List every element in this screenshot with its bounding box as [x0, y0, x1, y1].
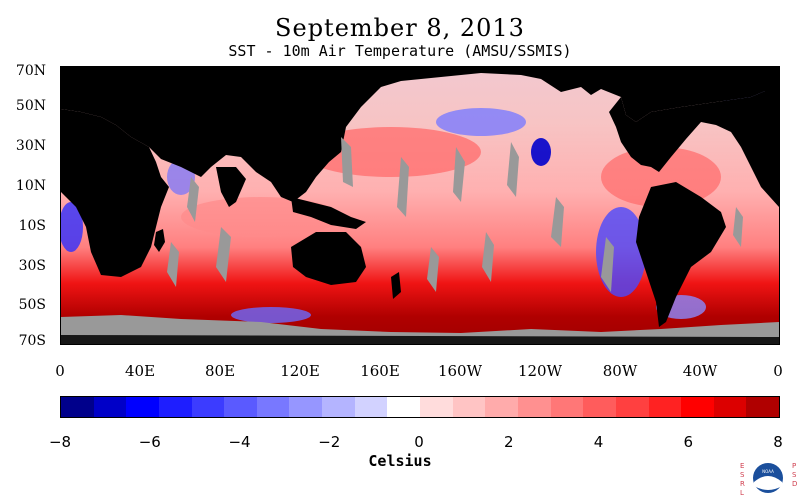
land-africa [61, 109, 169, 277]
colorbar-swatch [387, 397, 421, 417]
colorbar-tick-label: 8 [773, 433, 783, 451]
psd-letter: S [792, 471, 797, 479]
no-data-swath [427, 247, 439, 292]
colorbar-swatch [322, 397, 355, 417]
colorbar-swatch [289, 397, 323, 417]
colorbar-swatch [420, 397, 453, 417]
no-data-swath [601, 237, 614, 292]
no-data-swath [507, 142, 519, 197]
colorbar-swatch [126, 397, 159, 417]
cool-patch [61, 202, 83, 252]
no-data-swath [397, 157, 409, 217]
psd-letter: D [792, 480, 797, 488]
map-graphic [61, 67, 779, 344]
lon-label-160w: 160W [437, 362, 483, 380]
colorbar-swatch [517, 397, 551, 417]
lat-label-10s: 10S [18, 218, 46, 234]
lat-label-30s: 30S [18, 258, 46, 274]
lat-label-10n: 10N [15, 178, 46, 194]
psd-letter: P [792, 462, 796, 470]
colorbar-tick-label: −6 [138, 433, 161, 451]
lon-label-40e: 40E [124, 362, 156, 380]
colorbar-tick-label: −2 [318, 433, 341, 451]
land-greenland [761, 67, 779, 107]
noaa-bird [754, 476, 782, 490]
colorbar-swatch [93, 397, 127, 417]
land-south-america [636, 182, 726, 327]
lat-label-30n: 30N [15, 138, 46, 154]
no-data-swath [187, 177, 199, 222]
cool-patch [596, 207, 646, 297]
colorbar-tick-label: −8 [48, 433, 72, 451]
no-data-swath [216, 227, 231, 282]
lon-label-40w: 40W [682, 362, 718, 380]
colorbar-swatch [615, 397, 649, 417]
noaa-text: NOAA [762, 469, 774, 474]
colorbar-swatch [550, 397, 584, 417]
lon-label-120w: 120W [517, 362, 563, 380]
no-data-swath [733, 207, 743, 247]
colorbar-tick-label: 4 [593, 433, 604, 451]
lon-label-0-end: 0 [773, 362, 783, 380]
colorbar-swatch [158, 397, 192, 417]
no-data-swath [482, 232, 494, 282]
colorbar-title: Celsius [368, 452, 432, 470]
lon-label-160e: 160E [360, 362, 400, 380]
land-se-asia [291, 197, 366, 229]
cool-patch [436, 108, 526, 136]
colorbar-tick-label: 6 [683, 433, 694, 451]
colorbar-swatch [191, 397, 225, 417]
lon-label-120e: 120E [280, 362, 320, 380]
land-eurasia [61, 67, 779, 202]
colorbar-swatch [485, 397, 518, 417]
esrl-letter: E [740, 462, 744, 470]
colorbar-swatch [354, 397, 388, 417]
colorbar-swatch [713, 397, 747, 417]
colorbar-swatch [452, 397, 486, 417]
land-australia [291, 232, 366, 285]
land-antarctica [61, 335, 779, 344]
no-data-swath [341, 137, 353, 187]
land-madagascar [154, 229, 165, 252]
lat-label-70s: 70S [18, 333, 46, 349]
colorbar-swatch [746, 397, 780, 417]
cool-patch [531, 138, 551, 166]
noaa-logo: E S R L NOAA P S D [740, 462, 797, 497]
land-new-zealand [391, 272, 401, 299]
esrl-letter: S [740, 471, 745, 479]
colorbar-swatch [61, 397, 94, 417]
lon-label-0: 0 [55, 362, 65, 380]
colorbar-swatch [648, 397, 682, 417]
land-india [216, 167, 246, 207]
no-data-swath [453, 147, 465, 202]
colorbar [60, 396, 780, 418]
land-north-america [609, 85, 779, 207]
colorbar-swatch [583, 397, 616, 417]
no-data-swath [551, 197, 564, 247]
esrl-letter: L [740, 489, 744, 497]
esrl-letter: R [740, 480, 745, 488]
colorbar-tick-label: 0 [414, 433, 424, 451]
colorbar-swatch [681, 397, 714, 417]
colorbar-swatch [224, 397, 257, 417]
cool-patch [231, 307, 311, 323]
colorbar-tick-label: −4 [228, 433, 251, 451]
map-subtitle: SST - 10m Air Temperature (AMSU/SSMIS) [228, 42, 572, 60]
lat-label-50s: 50S [18, 297, 46, 313]
no-data-swath [167, 242, 179, 287]
sst-anomaly-map [60, 66, 780, 345]
map-title: September 8, 2013 [275, 14, 525, 42]
lat-label-70n: 70N [15, 63, 46, 79]
colorbar-tick-label: 2 [503, 433, 514, 451]
lon-label-80e: 80E [204, 362, 236, 380]
lat-label-50n: 50N [15, 98, 46, 114]
lon-label-80w: 80W [602, 362, 638, 380]
colorbar-swatch [256, 397, 290, 417]
